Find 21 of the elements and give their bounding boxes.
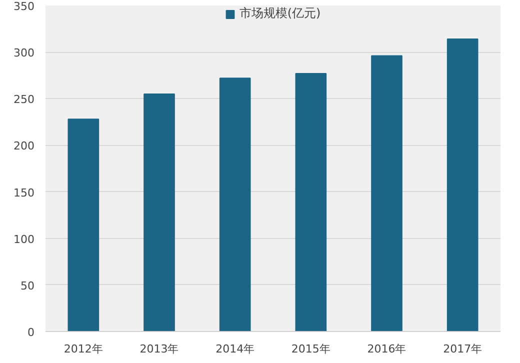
- y-tick-label: 150: [14, 186, 35, 200]
- x-tick-label: 2017年: [443, 342, 482, 356]
- legend-label: 市场规模(亿元): [239, 5, 321, 22]
- y-tick-label: 50: [20, 279, 35, 292]
- bar: [144, 93, 175, 332]
- bar: [295, 72, 327, 332]
- y-tick-label: 0: [28, 326, 34, 339]
- y-tick-label: 300: [14, 46, 35, 60]
- x-tick-label: 2014年: [216, 342, 255, 356]
- x-tick-label: 2016年: [367, 342, 406, 356]
- y-tick-label: 100: [14, 232, 35, 246]
- y-tick-label: 350: [14, 0, 35, 13]
- bar: [446, 38, 478, 332]
- bar: [219, 78, 251, 332]
- x-tick-label: 2012年: [64, 342, 103, 356]
- bar: [371, 55, 402, 332]
- x-tick-label: 2013年: [140, 342, 179, 356]
- bar: [68, 118, 100, 332]
- x-tick-label: 2015年: [291, 342, 330, 356]
- y-tick-label: 250: [14, 93, 35, 106]
- y-tick-label: 200: [14, 140, 35, 153]
